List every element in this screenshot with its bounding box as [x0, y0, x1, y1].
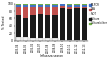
Bar: [38, 4, 43, 5]
Bar: [38, 5, 43, 7]
Bar: [60, 4, 65, 6]
Bar: [30, 15, 36, 38]
Bar: [67, 4, 72, 5]
Bar: [30, 4, 36, 5]
Bar: [67, 7, 72, 9]
Bar: [16, 37, 21, 41]
Bar: [23, 7, 28, 18]
Legend: RT-PCR, DFA, RIDT, Culture, Culture/other: RT-PCR, DFA, RIDT, Culture, Culture/othe…: [89, 3, 108, 25]
Bar: [45, 4, 50, 5]
Bar: [16, 7, 21, 15]
Bar: [74, 8, 80, 40]
Bar: [38, 7, 43, 14]
Bar: [30, 38, 36, 41]
Bar: [60, 8, 65, 40]
Bar: [67, 40, 72, 41]
Bar: [52, 38, 58, 41]
Bar: [16, 5, 21, 7]
Bar: [23, 18, 28, 37]
Bar: [52, 5, 58, 7]
Bar: [74, 5, 80, 7]
Bar: [60, 6, 65, 8]
Bar: [82, 5, 87, 7]
Bar: [60, 40, 65, 41]
Bar: [74, 40, 80, 41]
Bar: [30, 7, 36, 15]
Bar: [38, 14, 43, 38]
Bar: [52, 15, 58, 38]
Bar: [23, 4, 28, 5]
Bar: [82, 4, 87, 5]
Bar: [52, 4, 58, 5]
Bar: [30, 5, 36, 7]
Bar: [82, 40, 87, 41]
Bar: [45, 5, 50, 7]
X-axis label: Influenza season: Influenza season: [40, 54, 63, 58]
Bar: [74, 4, 80, 5]
Bar: [67, 5, 72, 7]
Bar: [82, 8, 87, 40]
Bar: [45, 38, 50, 41]
Bar: [16, 4, 21, 5]
Bar: [45, 7, 50, 15]
Bar: [16, 15, 21, 37]
Bar: [52, 7, 58, 15]
Bar: [74, 7, 80, 8]
Bar: [82, 7, 87, 8]
Bar: [45, 15, 50, 38]
Bar: [38, 38, 43, 41]
Bar: [67, 9, 72, 40]
Bar: [23, 37, 28, 41]
Bar: [23, 5, 28, 7]
Y-axis label: % Tested: % Tested: [2, 15, 6, 29]
